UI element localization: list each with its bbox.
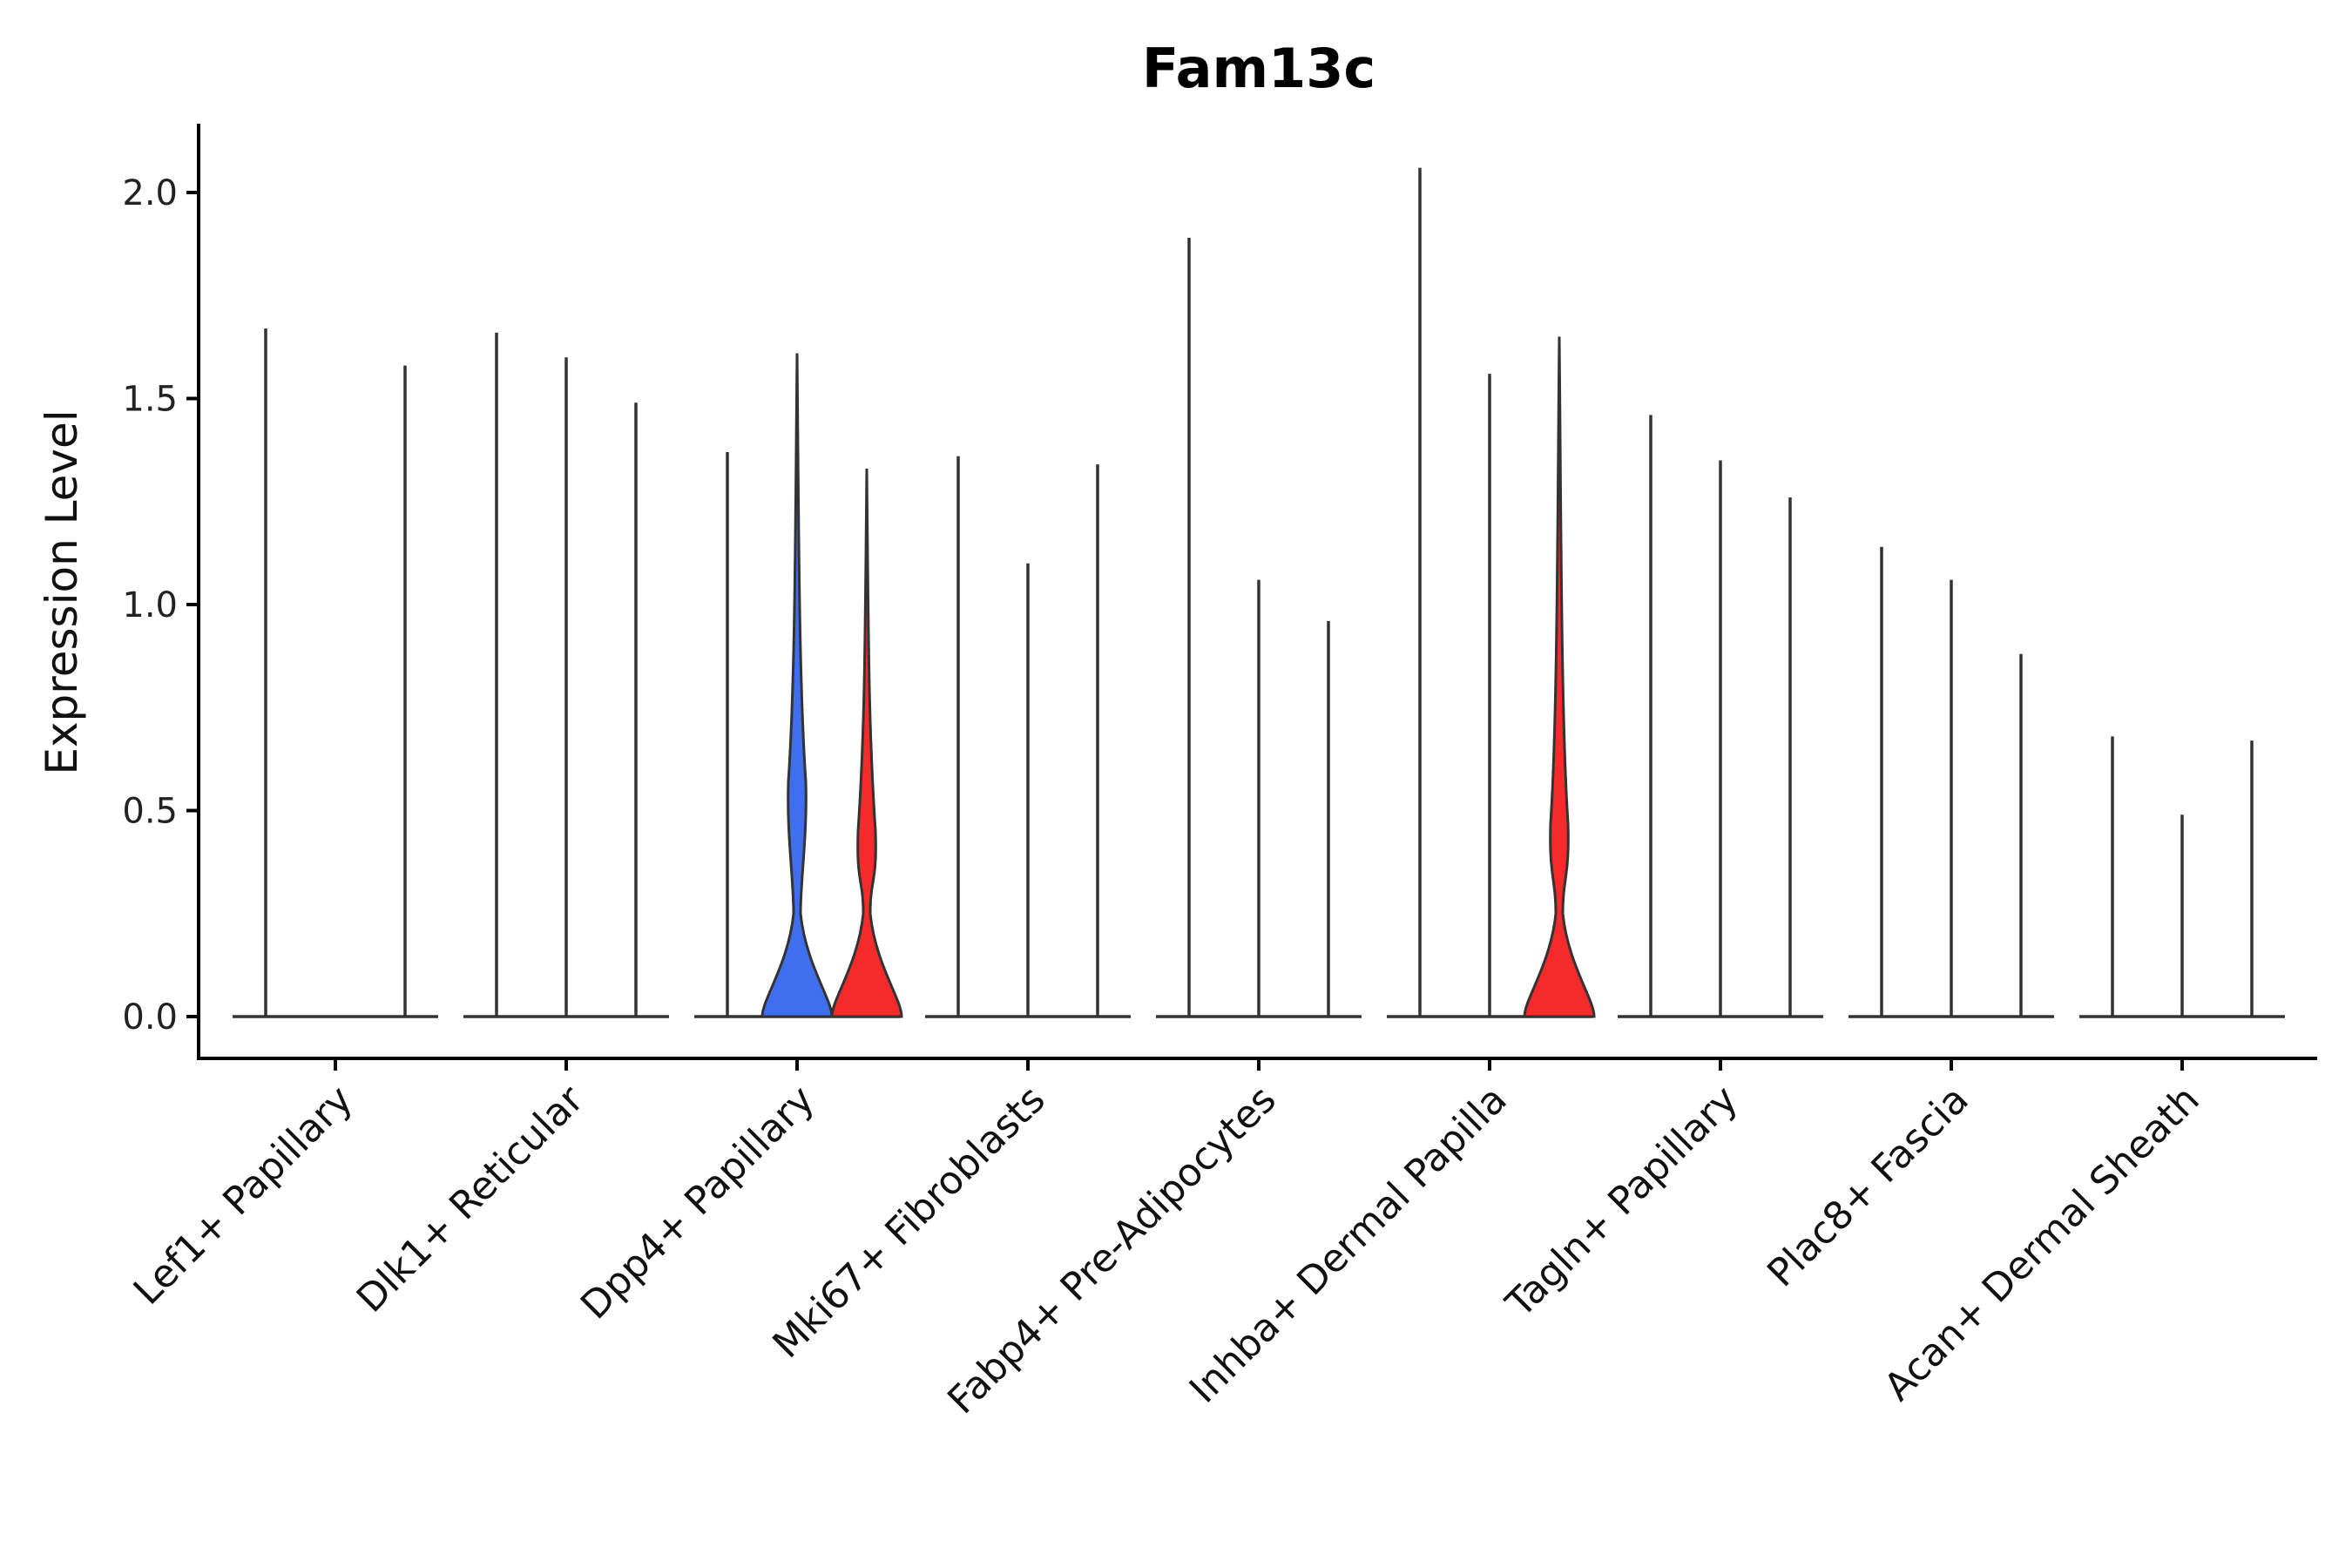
x-tick-label: Dlk1+ Reticular: [348, 1077, 593, 1321]
y-ticks: 0.0 0.5 1.0 1.5 2.0: [122, 173, 199, 1037]
y-tick-label: 1.0: [122, 585, 178, 625]
chart-title: Fam13c: [1142, 37, 1375, 100]
violin-mark: [760, 353, 834, 1018]
violin-mark: [1523, 336, 1596, 1018]
y-tick-label: 1.5: [122, 380, 178, 420]
x-tick-label: Tagln+ Papillary: [1497, 1078, 1747, 1327]
y-tick-label: 0.5: [122, 792, 178, 832]
x-tick-label: Dpp4+ Papillary: [572, 1078, 823, 1328]
y-axis-label: Expression Level: [37, 409, 87, 774]
y-tick-label: 2.0: [122, 173, 178, 213]
violin-mark: [830, 468, 903, 1018]
x-tick-label: Lef1+ Papillary: [125, 1078, 362, 1314]
violins-layer: [233, 167, 2285, 1018]
x-tick-label: Plac8+ Fascia: [1759, 1078, 1977, 1296]
y-tick-label: 0.0: [122, 997, 178, 1037]
axes-layer: [197, 124, 2317, 1060]
